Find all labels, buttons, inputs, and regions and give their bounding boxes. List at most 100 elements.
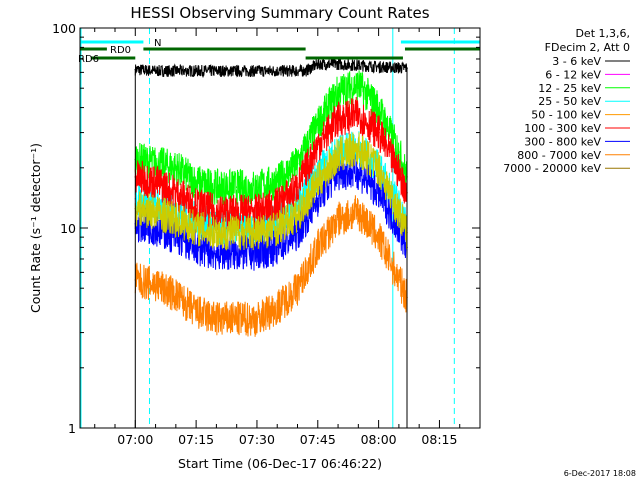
data-point <box>337 118 339 120</box>
data-point <box>317 198 319 200</box>
data-point <box>377 106 380 109</box>
data-point <box>337 91 339 93</box>
data-point <box>377 131 380 134</box>
data-point <box>256 211 258 213</box>
y-tick-label: 1 <box>68 421 76 436</box>
legend-entry: 800 - 7000 keV <box>517 149 601 162</box>
data-point <box>154 70 157 72</box>
data-point <box>195 70 197 72</box>
series-12-25-kev <box>134 70 408 206</box>
data-point <box>398 171 400 173</box>
data-point <box>357 113 360 116</box>
data-point <box>235 211 238 213</box>
y-axis-label: Count Rate (s⁻¹ detector⁻¹) <box>28 143 43 313</box>
data-point <box>235 231 238 234</box>
legend-header: Det 1,3,6, <box>575 27 630 40</box>
x-tick-label: 08:15 <box>421 432 457 447</box>
data-point <box>175 167 177 169</box>
legend-entry: 12 - 25 keV <box>538 82 601 95</box>
data-point <box>337 171 339 173</box>
data-point <box>256 318 258 321</box>
data-point <box>337 63 339 65</box>
data-point <box>377 236 380 238</box>
data-point <box>276 246 279 249</box>
x-tick-label: 07:30 <box>239 432 275 447</box>
data-point <box>215 318 218 321</box>
legend-entry: 3 - 6 keV <box>552 55 601 68</box>
legend-entry: 50 - 100 keV <box>531 109 601 122</box>
series-3-6-kev <box>134 58 408 78</box>
series-100-300-kev <box>134 96 408 231</box>
data-point <box>235 252 238 254</box>
data-point <box>377 167 380 169</box>
data-point <box>317 144 319 146</box>
data-point <box>377 192 380 194</box>
data-point <box>357 171 360 173</box>
data-point <box>296 287 299 290</box>
data-point <box>276 181 279 183</box>
data-point <box>175 294 177 297</box>
data-point <box>398 151 400 153</box>
data-point <box>256 231 258 234</box>
axes: 07:00 07:15 07:30 07:45 08:00 08:15 1 10 100 <box>52 21 481 447</box>
data-point <box>337 218 339 221</box>
x-tick-label: 08:00 <box>361 432 397 447</box>
x-axis-label: Start Time (06-Dec-17 06:46:22) <box>178 456 382 471</box>
flag-label-rd6: RD6 <box>78 54 99 65</box>
legend-entry: 6 - 12 keV <box>545 68 601 81</box>
data-point <box>357 84 360 86</box>
data-point <box>195 181 197 183</box>
data-point <box>215 231 218 234</box>
data-point <box>296 215 299 217</box>
flag-label-rd0: RD0 <box>110 45 131 56</box>
data-point <box>317 63 319 65</box>
data-point <box>256 252 258 254</box>
data-point <box>215 186 218 188</box>
data-point <box>276 227 279 229</box>
series-unlabeled-9 <box>134 132 408 251</box>
data-point <box>304 70 307 72</box>
data-point <box>357 147 360 150</box>
data-point <box>398 279 400 281</box>
x-tick-label: 07:00 <box>117 432 153 447</box>
legend-header: FDecim 2, Att 0 <box>545 41 630 54</box>
legend-entry: 7000 - 20000 keV <box>503 162 601 175</box>
x-tick-label: 07:45 <box>300 432 336 447</box>
data-point <box>235 318 238 321</box>
y-tick-label: 10 <box>60 221 76 236</box>
legend-entry: 300 - 800 keV <box>524 135 601 148</box>
data-point <box>154 211 157 213</box>
data-point <box>357 64 360 67</box>
flag-label-n: N <box>154 38 161 49</box>
footer-stamp: 6-Dec-2017 18:08 <box>564 469 636 478</box>
data-point <box>154 284 157 286</box>
data-point <box>215 252 218 254</box>
data-point <box>337 154 339 157</box>
data-point <box>154 227 157 229</box>
data-point <box>195 246 197 249</box>
data-point <box>296 162 299 165</box>
legend-entry: 25 - 50 keV <box>538 95 601 108</box>
chart-title: HESSI Observing Summary Count Rates <box>130 4 429 22</box>
data-point <box>377 66 380 68</box>
data-point <box>195 204 197 206</box>
legend-entry: 100 - 300 keV <box>524 122 601 135</box>
series-800-7000-kev <box>134 195 408 337</box>
data-point <box>398 211 400 213</box>
data-point <box>195 311 197 313</box>
data-point <box>296 231 299 234</box>
data-point <box>256 70 258 72</box>
data-point <box>276 306 279 309</box>
data-point <box>296 186 299 188</box>
data-point <box>175 218 177 221</box>
data-point <box>317 246 319 249</box>
y-tick-label: 100 <box>52 21 76 36</box>
data-point <box>154 181 157 183</box>
data-point <box>195 227 197 229</box>
x-tick-label: 07:15 <box>178 432 214 447</box>
data-point <box>215 211 218 213</box>
data-point <box>256 186 258 188</box>
data-point <box>317 123 319 126</box>
